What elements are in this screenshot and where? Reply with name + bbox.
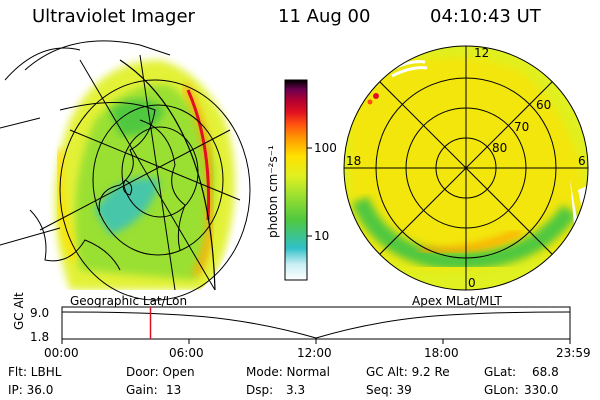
info-glat-value: 68.8 [532,365,559,379]
info-glon-label: GLon: [484,383,519,397]
mlt-label-18: 18 [346,154,362,168]
timeline-ytop: 9.0 [30,306,50,320]
info-mode: Mode: Normal [246,365,330,379]
info-seq: Seq: 39 [366,383,412,397]
xtick-3: 18:00 [424,346,459,360]
mlt-label-0: 0 [468,276,476,290]
mlat-label-80: 80 [492,141,508,155]
mlt-label-12: 12 [474,46,490,60]
info-door: Door: Open [126,365,195,379]
xtick-1: 06:00 [169,346,204,360]
xtick-2: 12:00 [297,346,332,360]
geographic-label: Geographic Lat/Lon [70,294,188,308]
colorbar-tick-10: 10 [314,229,330,243]
info-flt: Flt: LBHL [8,365,62,379]
info-dsp-value: 3.3 [286,383,306,397]
info-gain-value: 13 [166,383,182,397]
info-gain-label: Gain: [126,383,158,397]
timeline-ybottom: 1.8 [30,330,50,344]
xtick-0: 00:00 [44,346,79,360]
apex-label: Apex MLat/MLT [412,294,502,308]
info-ip: IP: 36.0 [8,383,54,397]
info-dsp-label: Dsp: [246,383,274,397]
info-glon-value: 330.0 [524,383,559,397]
info-glat-label: GLat: [484,365,517,379]
colorbar-tick-100: 100 [314,141,337,155]
altitude-curve [61,311,571,339]
info-gcalt: GC Alt: 9.2 Re [366,365,450,379]
mlat-label-70: 70 [514,120,530,134]
mlt-label-6: 6 [578,154,586,168]
app-title: Ultraviolet Imager [32,6,195,27]
xtick-4: 23:59 [556,346,591,360]
date-label: 11 Aug 00 [278,6,371,27]
time-label: 04:10:43 UT [430,6,541,27]
mlat-label-60: 60 [536,98,552,112]
